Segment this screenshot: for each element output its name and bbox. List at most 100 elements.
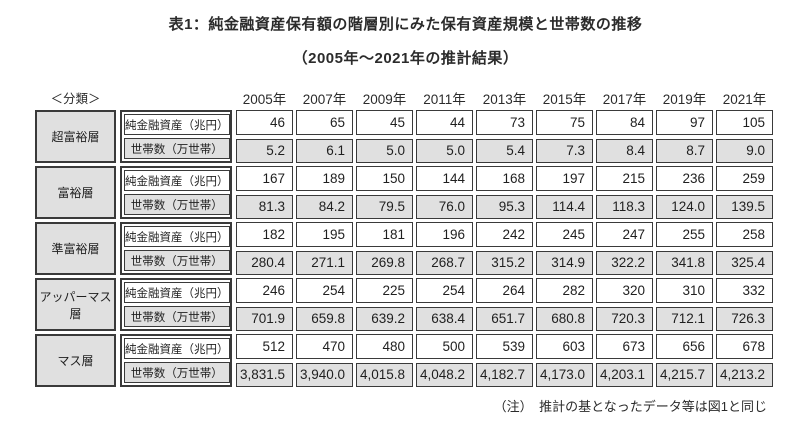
metric-label-households: 世帯数（万世帯） (124, 194, 230, 215)
category-cell: 超富裕層 (35, 110, 116, 163)
asset-value-cell: 247 (596, 222, 653, 247)
asset-value-cell: 97 (656, 110, 713, 135)
household-value-cell: 269.8 (356, 250, 413, 275)
asset-value-cell: 673 (596, 334, 653, 359)
asset-value-cell: 539 (476, 334, 533, 359)
asset-value-cell: 310 (656, 278, 713, 303)
household-value-cell: 5.0 (416, 138, 473, 163)
category-cell: 準富裕層 (35, 222, 116, 275)
asset-value-cell: 254 (416, 278, 473, 303)
asset-value-cell: 254 (296, 278, 353, 303)
category-cell: アッパーマス層 (35, 278, 116, 331)
asset-value-cell: 255 (656, 222, 713, 247)
year-header: 2015年 (542, 91, 587, 107)
year-header: 2009年 (362, 91, 407, 107)
household-value-cell: 4,173.0 (536, 362, 593, 387)
household-value-cell: 81.3 (236, 194, 293, 219)
household-value-cell: 8.4 (596, 138, 653, 163)
tier-row: 超富裕層 純金融資産（兆円） 世帯数（万世帯） 46 65 45 44 73 75 84 97 105… (35, 110, 773, 163)
metric-label-group: 純金融資産（兆円） 世帯数（万世帯） (120, 166, 232, 219)
asset-value-cell: 236 (656, 166, 713, 191)
household-value-cell: 5.2 (236, 138, 293, 163)
metric-label-households: 世帯数（万世帯） (124, 138, 230, 159)
household-value-cell: 4,048.2 (416, 362, 473, 387)
category-cell: 富裕層 (35, 166, 116, 219)
asset-value-cell: 182 (236, 222, 293, 247)
asset-value-cell: 144 (416, 166, 473, 191)
value-grid: 512 470 480 500 539 603 673 656 678 3,831.5 3,940.… (236, 334, 773, 387)
asset-value-cell: 84 (596, 110, 653, 135)
household-value-cell: 322.2 (596, 250, 653, 275)
asset-value-cell: 470 (296, 334, 353, 359)
metric-label-assets: 純金融資産（兆円） (124, 170, 230, 191)
household-value-cell: 315.2 (476, 250, 533, 275)
metric-label-assets: 純金融資産（兆円） (124, 226, 230, 247)
metric-label-group: 純金融資産（兆円） 世帯数（万世帯） (120, 110, 232, 163)
household-value-cell: 3,831.5 (236, 362, 293, 387)
year-header: 2013年 (482, 91, 527, 107)
metric-label-assets: 純金融資産（兆円） (124, 114, 230, 135)
asset-value-cell: 500 (416, 334, 473, 359)
household-value-cell: 79.5 (356, 194, 413, 219)
household-value-cell: 6.1 (296, 138, 353, 163)
metric-label-assets: 純金融資産（兆円） (124, 282, 230, 303)
metric-label-group: 純金融資産（兆円） 世帯数（万世帯） (120, 222, 232, 275)
asset-value-cell: 196 (416, 222, 473, 247)
asset-value-cell: 46 (236, 110, 293, 135)
household-value-cell: 7.3 (536, 138, 593, 163)
asset-value-cell: 65 (296, 110, 353, 135)
household-value-cell: 3,940.0 (296, 362, 353, 387)
data-table: ＜分類＞ 2005年 2007年 2009年 2011年 2013年 2015年 2017年… (35, 89, 773, 390)
household-value-cell: 118.3 (596, 194, 653, 219)
asset-value-cell: 656 (656, 334, 713, 359)
household-value-cell: 76.0 (416, 194, 473, 219)
asset-value-cell: 225 (356, 278, 413, 303)
asset-value-cell: 332 (716, 278, 773, 303)
asset-value-cell: 105 (716, 110, 773, 135)
value-grid: 167 189 150 144 168 197 215 236 259 81.3 84.2 79.5 7… (236, 166, 773, 219)
household-value-cell: 8.7 (656, 138, 713, 163)
year-header: 2019年 (662, 91, 707, 107)
household-value-cell: 95.3 (476, 194, 533, 219)
category-cell: マス層 (35, 334, 116, 387)
page-subtitle: （2005年～2021年の推計結果） (292, 50, 519, 67)
year-header-row: 2005年 2007年 2009年 2011年 2013年 2015年 2017年 2019年… (236, 88, 773, 108)
asset-value-cell: 512 (236, 334, 293, 359)
page-title: 表1：純金融資産保有額の階層別にみた保有資産規模と世帯数の推移 (168, 16, 643, 33)
household-value-cell: 268.7 (416, 250, 473, 275)
household-value-cell: 5.0 (356, 138, 413, 163)
metric-label-households: 世帯数（万世帯） (124, 362, 230, 383)
year-header: 2011年 (423, 91, 466, 107)
asset-value-cell: 264 (476, 278, 533, 303)
household-value-cell: 325.4 (716, 250, 773, 275)
header-spacer: ＜分類＞ (35, 88, 236, 107)
asset-value-cell: 168 (476, 166, 533, 191)
asset-value-cell: 150 (356, 166, 413, 191)
table-body: 超富裕層 純金融資産（兆円） 世帯数（万世帯） 46 65 45 44 73 75 84 97 105… (35, 110, 773, 387)
value-grid: 246 254 225 254 264 282 320 310 332 701.9 659.8 639… (236, 278, 773, 331)
household-value-cell: 701.9 (236, 306, 293, 331)
household-value-cell: 4,015.8 (356, 362, 413, 387)
household-value-cell: 84.2 (296, 194, 353, 219)
metric-label-households: 世帯数（万世帯） (124, 306, 230, 327)
year-header: 2007年 (302, 91, 347, 107)
household-value-cell: 638.4 (416, 306, 473, 331)
household-value-cell: 124.0 (656, 194, 713, 219)
asset-value-cell: 197 (536, 166, 593, 191)
asset-value-cell: 678 (716, 334, 773, 359)
household-value-cell: 720.3 (596, 306, 653, 331)
household-value-cell: 4,182.7 (476, 362, 533, 387)
asset-value-cell: 167 (236, 166, 293, 191)
household-value-cell: 639.2 (356, 306, 413, 331)
household-value-cell: 659.8 (296, 306, 353, 331)
asset-value-cell: 282 (536, 278, 593, 303)
tier-row: 富裕層 純金融資産（兆円） 世帯数（万世帯） 167 189 150 144 168 197 21… (35, 166, 773, 219)
asset-value-cell: 258 (716, 222, 773, 247)
household-value-cell: 4,213.2 (716, 362, 773, 387)
year-header: 2021年 (722, 91, 767, 107)
household-value-cell: 271.1 (296, 250, 353, 275)
household-value-cell: 4,203.1 (596, 362, 653, 387)
household-value-cell: 680.8 (536, 306, 593, 331)
asset-value-cell: 480 (356, 334, 413, 359)
asset-value-cell: 189 (296, 166, 353, 191)
